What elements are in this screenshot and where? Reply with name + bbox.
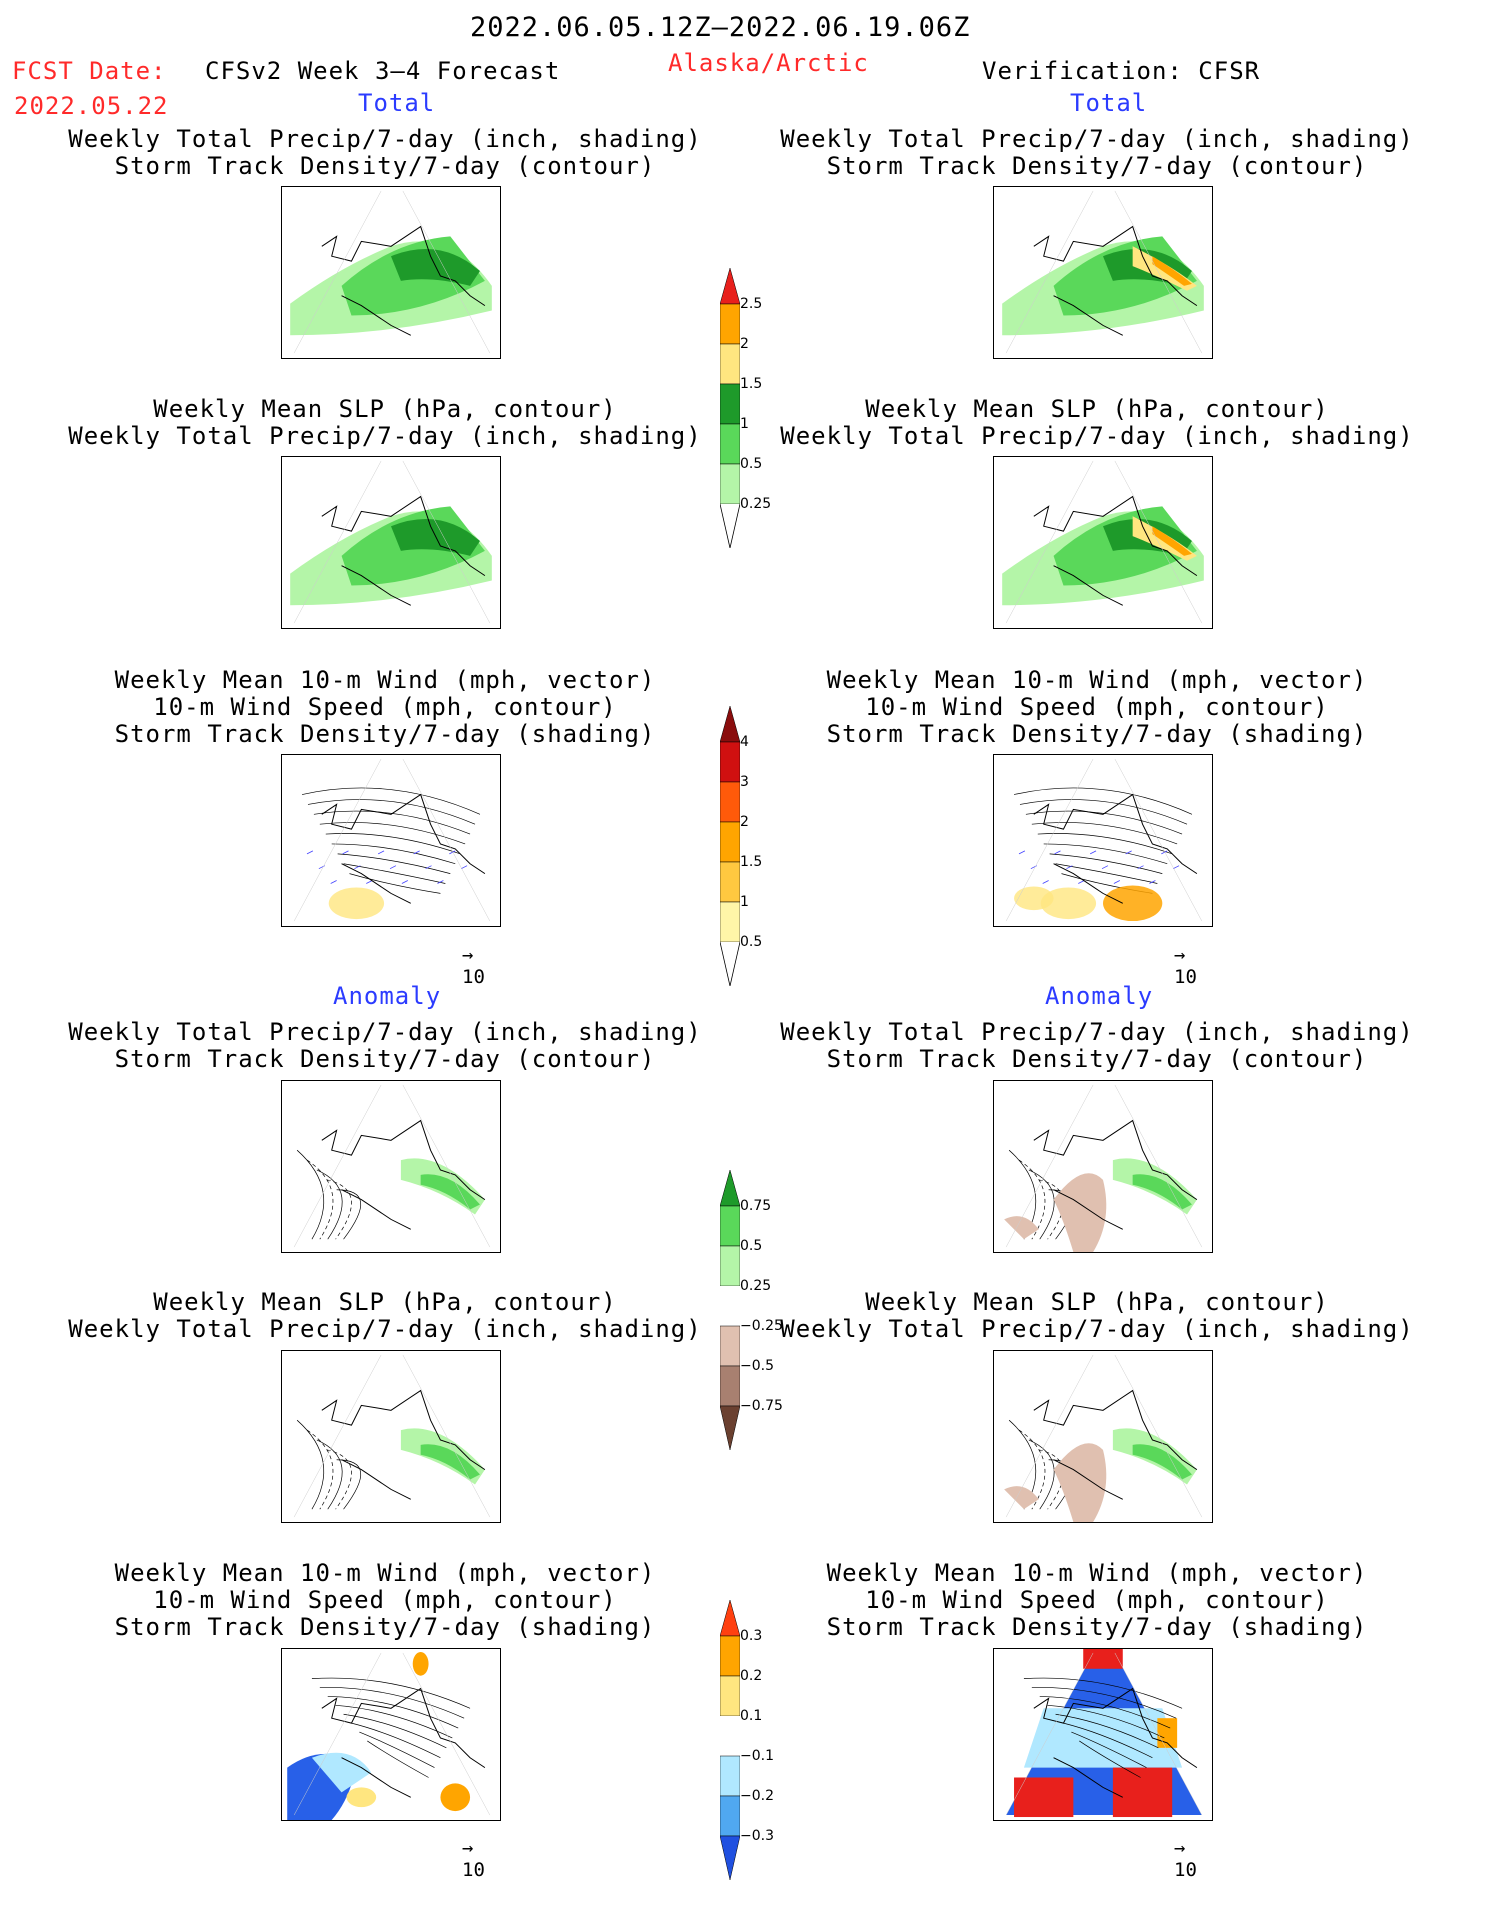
colorbar-precip-anomaly-bar	[719, 1169, 741, 1451]
caption-left-1: Weekly Total Precip/7-day (inch, shading…	[68, 125, 702, 180]
colorbar-precip-anomaly: 0.75 0.5 0.25 −0.25 −0.5 −0.75	[719, 1169, 810, 1451]
caption-right-1: Weekly Total Precip/7-day (inch, shading…	[780, 125, 1414, 180]
tick-label: 0.5	[740, 1238, 763, 1254]
map-anom-precip-forecast	[281, 1080, 501, 1253]
section-total-right: Total	[1070, 89, 1148, 117]
caption-right-4: Weekly Total Precip/7-day (inch, shading…	[780, 1018, 1414, 1073]
arrow-icon: →	[462, 944, 474, 966]
arrow-icon: →	[462, 1837, 474, 1859]
caption-left-5: Weekly Mean SLP (hPa, contour) Weekly Tot…	[68, 1288, 702, 1343]
caption-left-4: Weekly Total Precip/7-day (inch, shading…	[68, 1018, 702, 1073]
colorbar-precip-total-bar	[719, 267, 741, 549]
tick-label: −0.3	[740, 1828, 774, 1844]
tick-label: 3	[740, 774, 749, 790]
vector-scale-left-top: → 10	[462, 944, 485, 988]
date-range-title: 2022.06.05.12Z–2022.06.19.06Z	[470, 12, 971, 43]
tick-label: 0.5	[740, 456, 763, 472]
model-title: CFSv2 Week 3–4 Forecast	[205, 57, 561, 85]
caption-left-2: Weekly Mean SLP (hPa, contour) Weekly Tot…	[68, 395, 702, 450]
vector-scale-left-bottom: → 10	[462, 1837, 485, 1881]
section-anomaly-right: Anomaly	[1045, 982, 1154, 1010]
tick-label: 0.75	[740, 1198, 772, 1214]
tick-label: 2	[740, 336, 749, 352]
colorbar-track-total-bar	[719, 705, 741, 987]
map-anom-wind-verification	[993, 1648, 1213, 1821]
tick-label: 2.5	[740, 296, 763, 312]
verification-title: Verification: CFSR	[982, 57, 1261, 85]
colorbar-track-total: 4 3 2 1.5 1 0.5	[719, 705, 800, 987]
tick-label: 0.3	[740, 1628, 763, 1644]
tick-label: 4	[740, 734, 749, 750]
tick-label: −0.5	[740, 1358, 774, 1374]
region-title: Alaska/Arctic	[668, 49, 869, 77]
map-total-slp-forecast	[281, 456, 501, 629]
caption-right-3: Weekly Mean 10-m Wind (mph, vector) 10-m …	[826, 666, 1368, 748]
caption-right-2: Weekly Mean SLP (hPa, contour) Weekly Tot…	[780, 395, 1414, 450]
map-anom-wind-forecast	[281, 1648, 501, 1821]
fcst-date-label: FCST Date:	[12, 57, 167, 85]
tick-label: 0.1	[740, 1708, 763, 1724]
map-anom-precip-verification	[993, 1080, 1213, 1253]
tick-label: 1	[740, 416, 749, 432]
tick-label: 0.25	[740, 1278, 772, 1294]
tick-label: 2	[740, 814, 749, 830]
caption-right-5: Weekly Mean SLP (hPa, contour) Weekly Tot…	[780, 1288, 1414, 1343]
caption-left-3: Weekly Mean 10-m Wind (mph, vector) 10-m …	[114, 666, 656, 748]
tick-label: −0.25	[740, 1318, 783, 1334]
colorbar-track-anomaly: 0.3 0.2 0.1 −0.1 −0.2 −0.3	[719, 1599, 810, 1881]
tick-label: 1.5	[740, 854, 763, 870]
tick-label: −0.2	[740, 1788, 774, 1804]
colorbar-precip-total: 2.5 2 1.5 1 0.5 0.25	[719, 267, 800, 549]
map-total-precip-forecast	[281, 186, 501, 359]
arrow-icon: →	[1174, 944, 1186, 966]
arrow-icon: →	[1174, 1837, 1186, 1859]
tick-label: 1	[740, 894, 749, 910]
map-total-precip-verification	[993, 186, 1213, 359]
map-total-wind-verification	[993, 754, 1213, 927]
caption-left-6: Weekly Mean 10-m Wind (mph, vector) 10-m …	[114, 1559, 656, 1641]
tick-label: 0.5	[740, 934, 763, 950]
tick-label: 0.2	[740, 1668, 763, 1684]
map-total-slp-verification	[993, 456, 1213, 629]
tick-label: 0.25	[740, 496, 772, 512]
vector-scale-right-top: → 10	[1174, 944, 1197, 988]
section-anomaly-left: Anomaly	[333, 982, 442, 1010]
section-total-left: Total	[358, 89, 436, 117]
vector-scale-right-bottom: → 10	[1174, 1837, 1197, 1881]
map-total-wind-forecast	[281, 754, 501, 927]
fcst-date-value: 2022.05.22	[14, 92, 169, 120]
caption-right-6: Weekly Mean 10-m Wind (mph, vector) 10-m …	[826, 1559, 1368, 1641]
tick-label: −0.75	[740, 1398, 783, 1414]
tick-label: −0.1	[740, 1748, 774, 1764]
map-anom-slp-verification	[993, 1350, 1213, 1523]
colorbar-track-anomaly-bar	[719, 1599, 741, 1881]
tick-label: 1.5	[740, 376, 763, 392]
map-anom-slp-forecast	[281, 1350, 501, 1523]
